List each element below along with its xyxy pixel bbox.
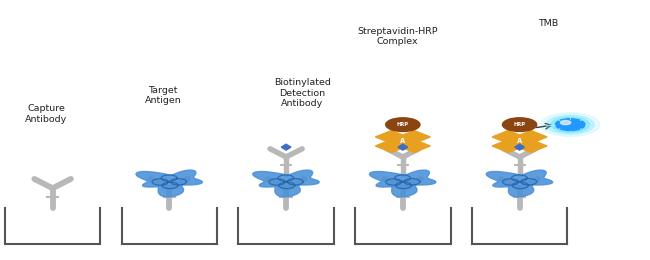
Text: Capture
Antibody: Capture Antibody bbox=[25, 104, 67, 124]
Text: TMB: TMB bbox=[538, 19, 558, 28]
Text: Biotinylated
Detection
Antibody: Biotinylated Detection Antibody bbox=[274, 78, 331, 108]
Text: A: A bbox=[400, 139, 406, 145]
Circle shape bbox=[560, 121, 571, 125]
Text: HRP: HRP bbox=[514, 122, 526, 127]
Polygon shape bbox=[492, 131, 547, 152]
Polygon shape bbox=[398, 144, 408, 150]
Text: Target
Antigen: Target Antigen bbox=[144, 86, 181, 106]
Polygon shape bbox=[515, 144, 525, 150]
Polygon shape bbox=[393, 138, 413, 145]
Circle shape bbox=[546, 115, 594, 134]
Polygon shape bbox=[369, 170, 436, 197]
Text: A: A bbox=[517, 139, 522, 145]
Polygon shape bbox=[492, 131, 547, 152]
Polygon shape bbox=[376, 131, 430, 152]
Circle shape bbox=[551, 117, 590, 132]
Polygon shape bbox=[376, 131, 430, 152]
Polygon shape bbox=[136, 170, 202, 197]
Polygon shape bbox=[281, 144, 291, 150]
Polygon shape bbox=[253, 170, 319, 197]
Circle shape bbox=[502, 118, 537, 132]
Polygon shape bbox=[486, 170, 552, 197]
Polygon shape bbox=[510, 138, 529, 145]
Text: Streptavidin-HRP
Complex: Streptavidin-HRP Complex bbox=[358, 27, 438, 46]
Circle shape bbox=[541, 113, 600, 136]
Circle shape bbox=[385, 118, 420, 132]
Circle shape bbox=[555, 119, 585, 131]
Text: HRP: HRP bbox=[397, 122, 409, 127]
